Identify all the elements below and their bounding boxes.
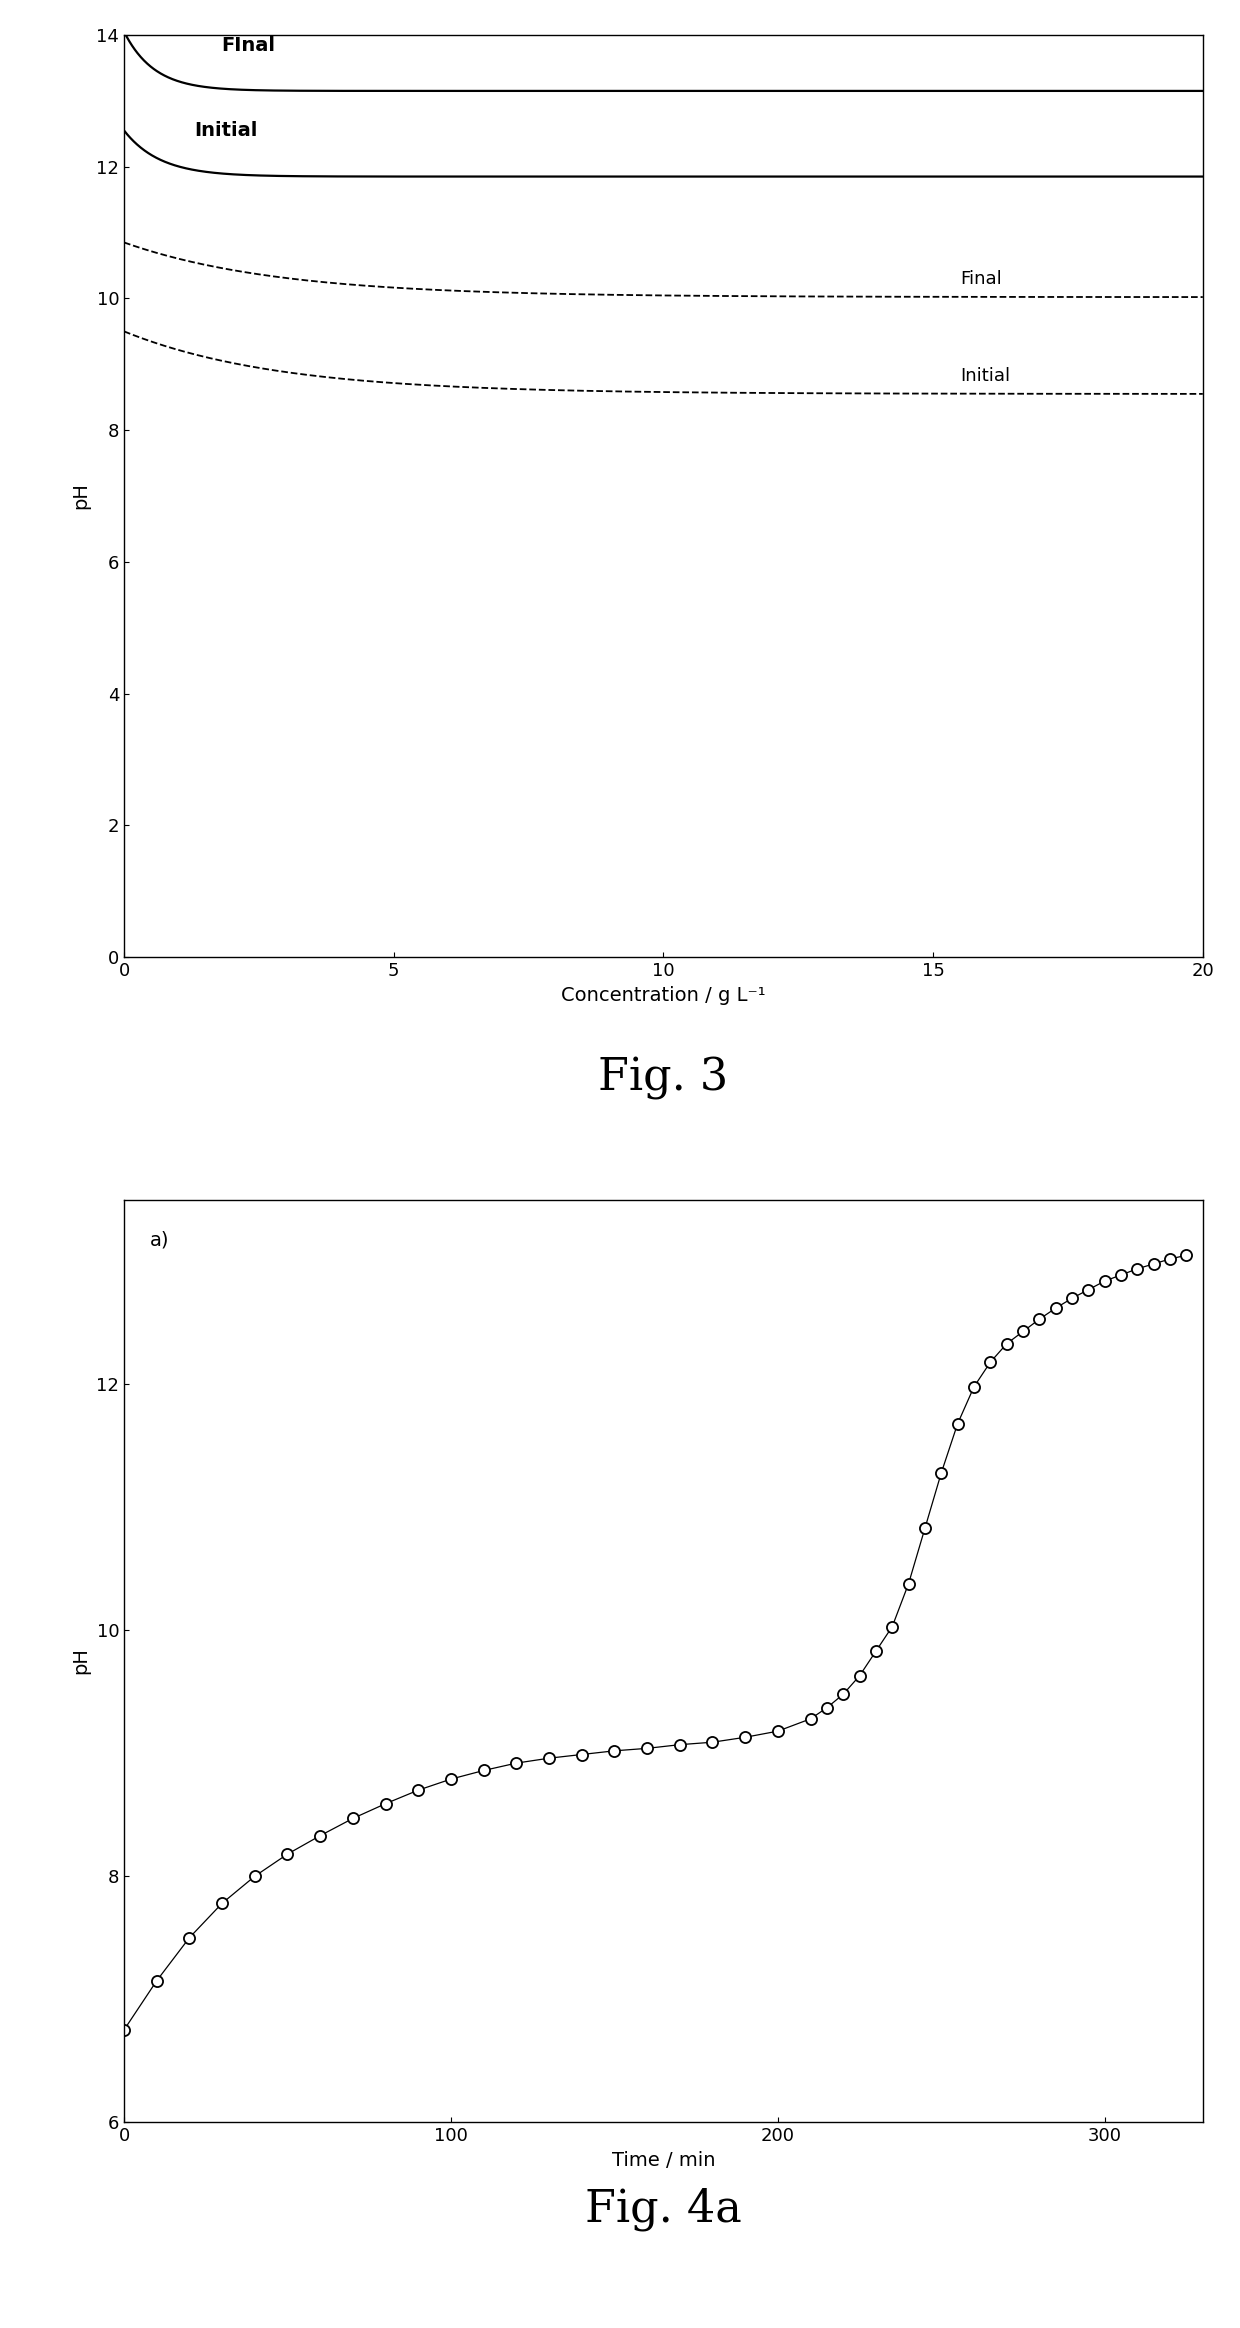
Text: Fig. 4a: Fig. 4a <box>585 2188 742 2230</box>
Y-axis label: pH: pH <box>72 482 91 510</box>
Text: Initial: Initial <box>960 368 1011 384</box>
Text: Fig. 3: Fig. 3 <box>599 1057 728 1101</box>
Text: Final: Final <box>960 270 1002 289</box>
Text: Initial: Initial <box>195 121 258 140</box>
Text: FInal: FInal <box>221 35 275 54</box>
Text: a): a) <box>150 1232 170 1250</box>
X-axis label: Concentration / g L⁻¹: Concentration / g L⁻¹ <box>560 985 766 1006</box>
X-axis label: Time / min: Time / min <box>611 2151 715 2170</box>
Y-axis label: pH: pH <box>72 1648 91 1674</box>
